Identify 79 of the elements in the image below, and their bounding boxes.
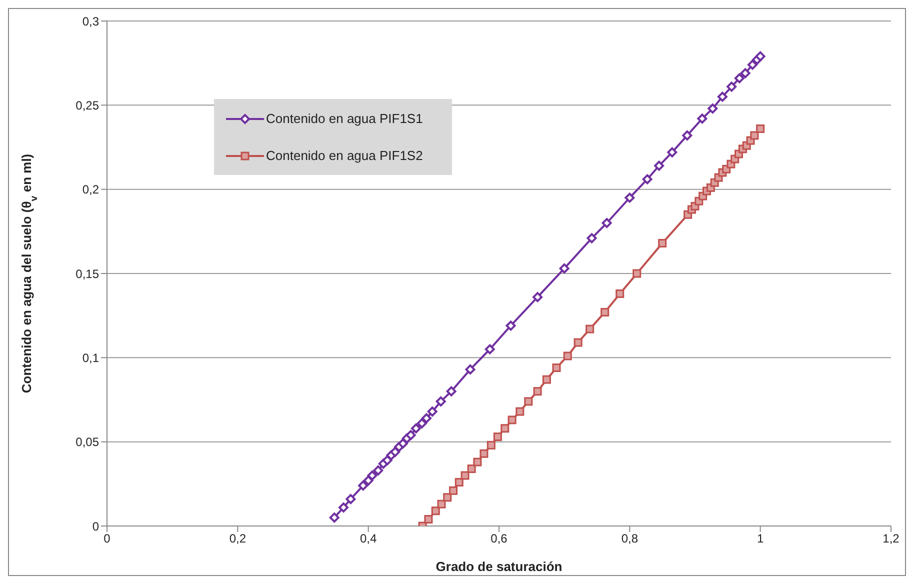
point — [500, 424, 510, 433]
point — [717, 92, 728, 102]
point — [542, 375, 551, 384]
point — [454, 478, 464, 486]
y-tick-label: 0,25 — [76, 98, 100, 112]
point — [484, 344, 495, 354]
point — [708, 104, 718, 114]
point — [431, 506, 440, 516]
point — [449, 486, 458, 495]
point — [436, 396, 446, 406]
y-tick-label: 0,05 — [76, 435, 100, 450]
point — [747, 60, 758, 70]
point — [446, 386, 456, 396]
point — [437, 500, 446, 508]
point — [358, 480, 368, 491]
point — [563, 352, 572, 360]
point — [600, 308, 610, 316]
point — [574, 338, 582, 347]
x-tick-label: 0,6 — [490, 532, 508, 546]
x-axis-title: Grado de saturación — [436, 559, 562, 574]
point — [632, 269, 642, 278]
x-tick-label: 0,8 — [621, 532, 638, 546]
point — [329, 512, 340, 523]
y-tick-label: 0,3 — [82, 14, 100, 28]
point — [532, 292, 543, 302]
point — [421, 413, 432, 424]
point — [533, 387, 542, 396]
x-tick-label: 1,2 — [882, 532, 900, 546]
point — [473, 458, 482, 466]
point — [506, 320, 516, 331]
y-tick-label: 0,1 — [82, 350, 100, 365]
point — [460, 471, 470, 480]
point — [697, 114, 708, 124]
y-tick-label: 0,2 — [82, 182, 100, 197]
point — [373, 465, 384, 476]
point — [756, 124, 765, 133]
point — [367, 470, 378, 480]
point — [424, 515, 433, 524]
x-tick-label: 0,4 — [360, 532, 377, 546]
point — [363, 476, 374, 486]
point — [480, 449, 488, 458]
y-tick-label: 0,15 — [76, 266, 100, 281]
point — [740, 68, 750, 78]
point — [411, 423, 422, 434]
point — [586, 233, 597, 244]
point — [427, 406, 438, 417]
point — [616, 289, 624, 298]
x-tick-label: 0,2 — [229, 532, 246, 546]
point — [524, 397, 533, 406]
legend-label: Contenido en agua PIF1S1 — [266, 111, 423, 126]
point — [726, 82, 737, 92]
point — [467, 464, 476, 474]
point — [755, 51, 766, 62]
point — [642, 174, 652, 184]
point — [338, 502, 349, 512]
point — [552, 364, 561, 372]
point — [658, 238, 667, 248]
point — [465, 364, 476, 374]
point — [406, 430, 416, 440]
point — [734, 73, 744, 84]
point — [416, 418, 427, 428]
point — [443, 493, 452, 502]
legend-label: Contenido en agua PIF1S2 — [266, 148, 423, 163]
point — [667, 147, 678, 158]
point — [682, 130, 692, 140]
point — [602, 218, 612, 228]
point — [346, 494, 356, 504]
point — [508, 416, 516, 424]
point — [586, 324, 594, 334]
point — [654, 160, 664, 171]
point — [750, 131, 759, 140]
x-tick-label: 0 — [104, 532, 111, 546]
point — [516, 407, 524, 416]
point — [624, 192, 635, 203]
point — [559, 263, 570, 274]
point — [493, 432, 502, 442]
x-tick-label: 1 — [756, 532, 764, 546]
point — [486, 440, 496, 450]
y-tick-label: 0 — [92, 519, 100, 534]
